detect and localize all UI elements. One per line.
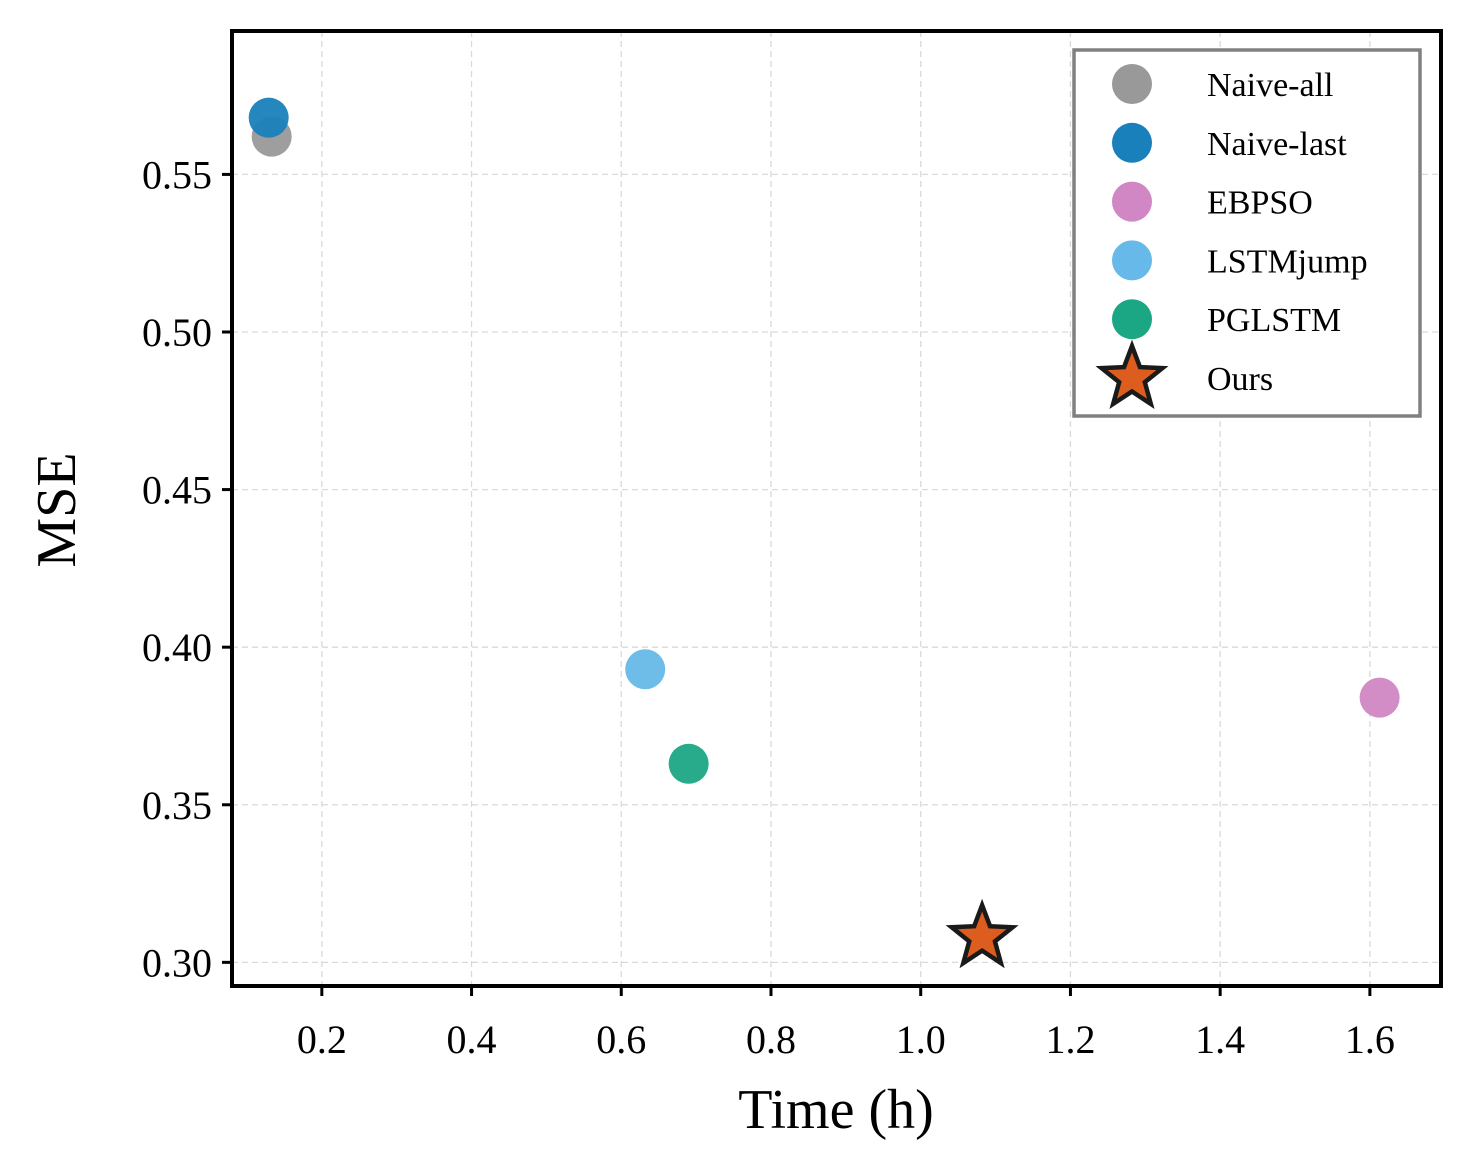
legend-items: Naive-all Naive-last EBPSO LSTMjump PGLSTM Ou… [1095,64,1368,410]
x-tick-label: 0.8 [746,1017,796,1062]
legend-label-naive-last: Naive-last [1207,126,1347,163]
legend-marker-naive-last [1112,122,1152,163]
data-points [248,97,1400,969]
point-lstmjump [625,649,666,690]
legend-item-naive-all: Naive-all [1112,64,1334,104]
y-tick-label: 0.55 [142,152,212,197]
x-axis-ticks: 0.2 0.4 0.6 0.8 1.0 1.2 1.4 1.6 [297,986,1395,1062]
legend-item-ours: Ours [1095,339,1273,410]
y-tick-label: 0.40 [142,625,212,670]
legend-label-pglstm: PGLSTM [1207,302,1341,339]
y-axis-title: MSE [26,452,88,567]
x-tick-label: 0.6 [596,1017,646,1062]
legend-marker-naive-all [1112,64,1152,104]
y-axis-ticks: 0.30 0.35 0.40 0.45 0.50 0.55 [142,152,232,985]
y-tick-label: 0.30 [142,940,212,985]
y-tick-label: 0.50 [142,310,212,355]
x-tick-label: 1.0 [896,1017,946,1062]
legend-item-pglstm: PGLSTM [1112,299,1341,340]
plot-frame [230,29,1443,988]
legend-item-ebpso: EBPSO [1112,181,1313,222]
legend-marker-lstmjump [1112,240,1152,281]
legend-marker-pglstm [1112,299,1152,340]
legend-label-lstmjump: LSTMjump [1207,243,1368,280]
x-tick-label: 1.6 [1345,1017,1395,1062]
legend-marker-ebpso [1112,181,1152,222]
legend-label-ours: Ours [1207,361,1273,398]
point-naive-last [248,97,289,138]
point-ebpso [1359,677,1400,718]
x-tick-label: 0.2 [297,1017,347,1062]
legend: Naive-all Naive-last EBPSO LSTMjump PGLSTM Ou… [1072,48,1422,418]
y-tick-label: 0.45 [142,468,212,513]
legend-item-naive-last: Naive-last [1112,122,1347,163]
x-tick-label: 1.4 [1195,1017,1245,1062]
legend-marker-ours [1095,339,1169,410]
y-tick-label: 0.35 [142,783,212,828]
legend-label-naive-all: Naive-all [1207,67,1334,104]
grid [232,31,1441,986]
x-tick-label: 1.2 [1045,1017,1095,1062]
point-ours [945,898,1019,969]
legend-item-lstmjump: LSTMjump [1112,240,1368,281]
point-pglstm [668,743,709,784]
x-tick-label: 0.4 [447,1017,497,1062]
legend-label-ebpso: EBPSO [1207,185,1313,222]
x-axis-title: Time (h) [738,1079,934,1141]
